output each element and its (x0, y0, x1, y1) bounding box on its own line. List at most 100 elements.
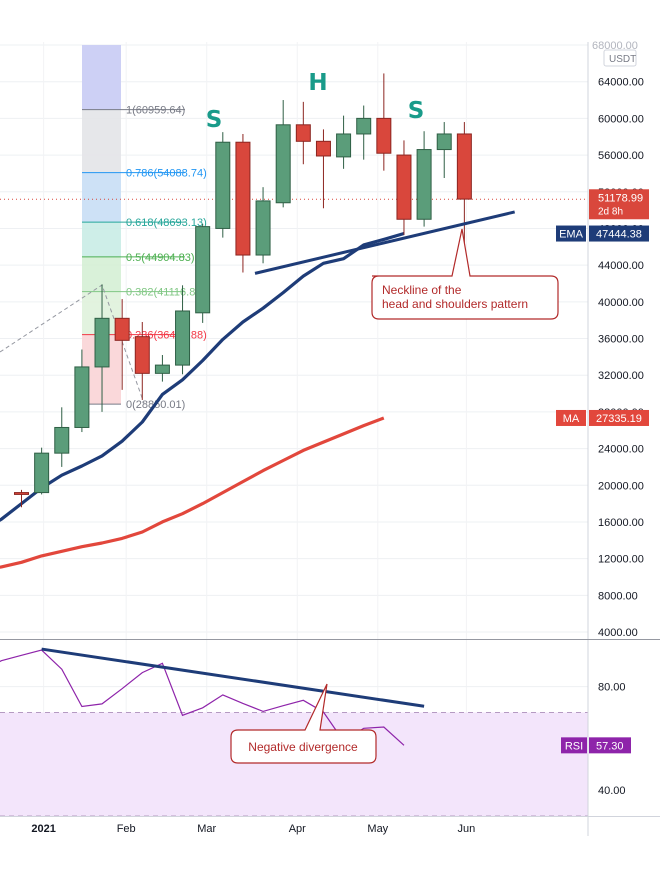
fib-zone (82, 109, 121, 173)
price-tick-label: 56000.00 (598, 150, 644, 162)
neckline-callout-line2: head and shoulders pattern (382, 297, 528, 311)
fib-level-label: 0.5(44904.83) (126, 252, 195, 264)
candle-bullish (154, 355, 170, 382)
shoulder-label: S (408, 98, 425, 124)
candle-bullish (215, 132, 231, 238)
candle-bullish (54, 407, 70, 467)
fib-extension-zone (82, 45, 121, 110)
rsi-badge-tag (561, 737, 587, 754)
shoulder-label: S (206, 107, 223, 133)
candle-body (456, 133, 472, 200)
candle-body (275, 124, 291, 204)
time-axis: ec2021FebMarAprMayJun (31, 823, 475, 835)
price-badge-box (589, 189, 649, 220)
time-tick-label: 2021 (31, 823, 55, 835)
rsi-badge-label: RSI (565, 740, 583, 752)
candle-bullish (255, 187, 271, 264)
currency-label: USDT (609, 54, 636, 65)
candle-body (54, 426, 70, 454)
candle-bullish (275, 100, 291, 208)
currency-badge: USDT (603, 49, 637, 67)
fib-level-label: 1(60959.64) (126, 105, 185, 117)
rsi-badge: RSI 57.30 (561, 737, 631, 754)
candle-body (195, 226, 211, 314)
candle-body (315, 140, 331, 157)
time-tick-label: Feb (117, 823, 136, 835)
rsi-divergence-trendline (41, 647, 425, 708)
candle-bullish (94, 284, 110, 412)
price-value: 51178.99 (598, 192, 643, 204)
rsi-panel: Negative divergence (0, 647, 588, 817)
time-tick-label: May (367, 823, 388, 835)
time-tick-label: Mar (197, 823, 216, 835)
candle-body (416, 149, 432, 220)
ma-badge-value: 27335.19 (596, 413, 642, 425)
price-tick-label: 24000.00 (598, 444, 644, 456)
fib-level-label: 0.382(41116.89) (126, 287, 205, 299)
candle-body (34, 452, 50, 494)
price-tick-label: 20000.00 (598, 480, 644, 492)
candle-bullish (195, 223, 211, 323)
ema-badge-tag (556, 225, 586, 242)
neckline-callout-box (371, 228, 559, 320)
price-tick-label: 44000.00 (598, 260, 644, 272)
price-tick-label: 16000.00 (598, 517, 644, 529)
ema-line (0, 231, 405, 522)
candlesticks (14, 73, 472, 508)
divergence-callout-box (230, 683, 377, 764)
rsi-tick-label: 80.00 (598, 682, 626, 694)
rsi-band (0, 712, 588, 816)
fib-zone (82, 256, 121, 292)
candle-body (74, 366, 90, 428)
candle-body (14, 492, 29, 495)
candle-body (94, 317, 110, 368)
candle-bearish (235, 133, 251, 273)
candle-bearish (295, 101, 311, 165)
candle-bearish (134, 321, 150, 400)
candle-body (396, 154, 412, 220)
ema-badge-label: EMA (559, 229, 584, 241)
price-tick-label: 32000.00 (598, 370, 644, 382)
ma-line (0, 416, 385, 569)
candle-bullish (436, 122, 452, 178)
fib-zone (82, 222, 121, 257)
candle-body (295, 124, 311, 142)
fibonacci-retracement: 1(60959.64) 0.786(54088.74) 0.618(48693.13… (0, 45, 207, 411)
price-tick-label: 68000.00 (592, 40, 638, 52)
candle-body (336, 133, 352, 158)
candle-body (175, 310, 191, 366)
moving-average-lines (0, 198, 588, 569)
ema-badge-box (589, 225, 649, 242)
candle-bullish (175, 285, 191, 375)
candle-body (255, 200, 271, 256)
candle-body (114, 317, 130, 341)
ema-badge-value: 47444.38 (596, 229, 642, 241)
ma-badge-tag (556, 409, 586, 426)
candle-body (235, 141, 251, 256)
price-tick-label: 4000.00 (598, 627, 638, 639)
neckline (254, 210, 516, 275)
candle-bearish (396, 140, 412, 235)
time-tick-label: Jun (457, 823, 475, 835)
ma-badge-label: MA (563, 413, 580, 425)
head-label: H (308, 70, 327, 96)
candle-bullish (416, 131, 432, 227)
neckline-callout-line1: Neckline of the (382, 283, 462, 297)
candle-body (154, 364, 170, 374)
candle-bearish (114, 299, 130, 390)
price-badge: 51178.99 2d 8h (589, 189, 649, 220)
rsi-line (0, 649, 405, 746)
candle-bearish (14, 489, 29, 508)
price-tick-label: 64000.00 (598, 77, 644, 89)
candle-bullish (356, 105, 372, 160)
candle-bullish (74, 349, 90, 433)
price-tick-label: 8000.00 (598, 590, 638, 602)
price-tick-label: 12000.00 (598, 554, 644, 566)
price-tick-label: 60000.00 (598, 113, 644, 125)
rsi-badge-value: 57.30 (596, 740, 624, 752)
price-tick-label: 36000.00 (598, 334, 644, 346)
